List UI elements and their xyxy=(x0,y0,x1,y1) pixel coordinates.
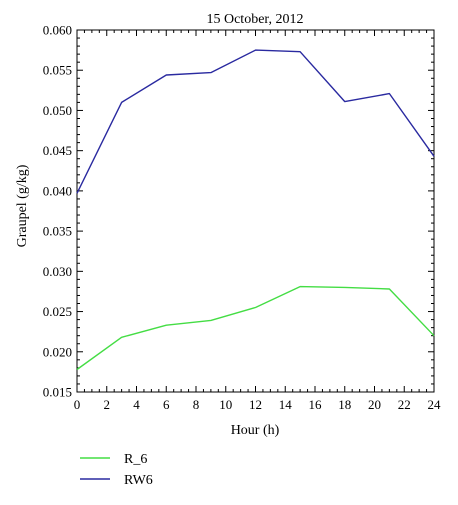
x-tick-label: 2 xyxy=(104,397,111,412)
x-tick-label: 14 xyxy=(279,397,293,412)
x-tick-label: 24 xyxy=(428,397,442,412)
chart-title: 15 October, 2012 xyxy=(206,12,303,27)
y-axis-title: Graupel (g/kg) xyxy=(15,164,30,247)
x-tick-label: 20 xyxy=(368,397,381,412)
x-tick-label: 10 xyxy=(219,397,232,412)
x-tick-label: 16 xyxy=(309,397,323,412)
y-tick-label: 0.030 xyxy=(43,264,72,279)
x-tick-label: 8 xyxy=(193,397,200,412)
series-line-rw6 xyxy=(76,49,435,194)
x-axis-title: Hour (h) xyxy=(231,423,280,438)
x-tick-label: 6 xyxy=(163,397,170,412)
y-tick-label: 0.020 xyxy=(43,344,72,359)
x-tick-label: 22 xyxy=(398,397,411,412)
legend-label-r-6: R_6 xyxy=(124,452,147,467)
x-tick-label: 18 xyxy=(338,397,351,412)
y-tick-label: 0.015 xyxy=(43,385,72,400)
y-tick-label: 0.035 xyxy=(43,224,72,239)
x-tick-label: 0 xyxy=(74,397,81,412)
y-tick-label: 0.045 xyxy=(43,143,72,158)
y-tick-label: 0.055 xyxy=(43,63,72,78)
plot-area: 0 2 4 6 8 10 12 14 16 18 20 22 240.0150.0200.0250.03… xyxy=(43,23,441,413)
y-tick-label: 0.060 xyxy=(43,23,72,38)
plot-frame xyxy=(76,29,435,393)
x-tick-label: 12 xyxy=(249,397,262,412)
legend-label-rw6: RW6 xyxy=(124,473,153,488)
y-tick-label: 0.040 xyxy=(43,183,72,198)
y-tick-label: 0.025 xyxy=(43,304,72,319)
y-tick-label: 0.050 xyxy=(43,103,72,118)
series-line-r-6 xyxy=(76,285,435,371)
x-tick-label: 4 xyxy=(133,397,140,412)
